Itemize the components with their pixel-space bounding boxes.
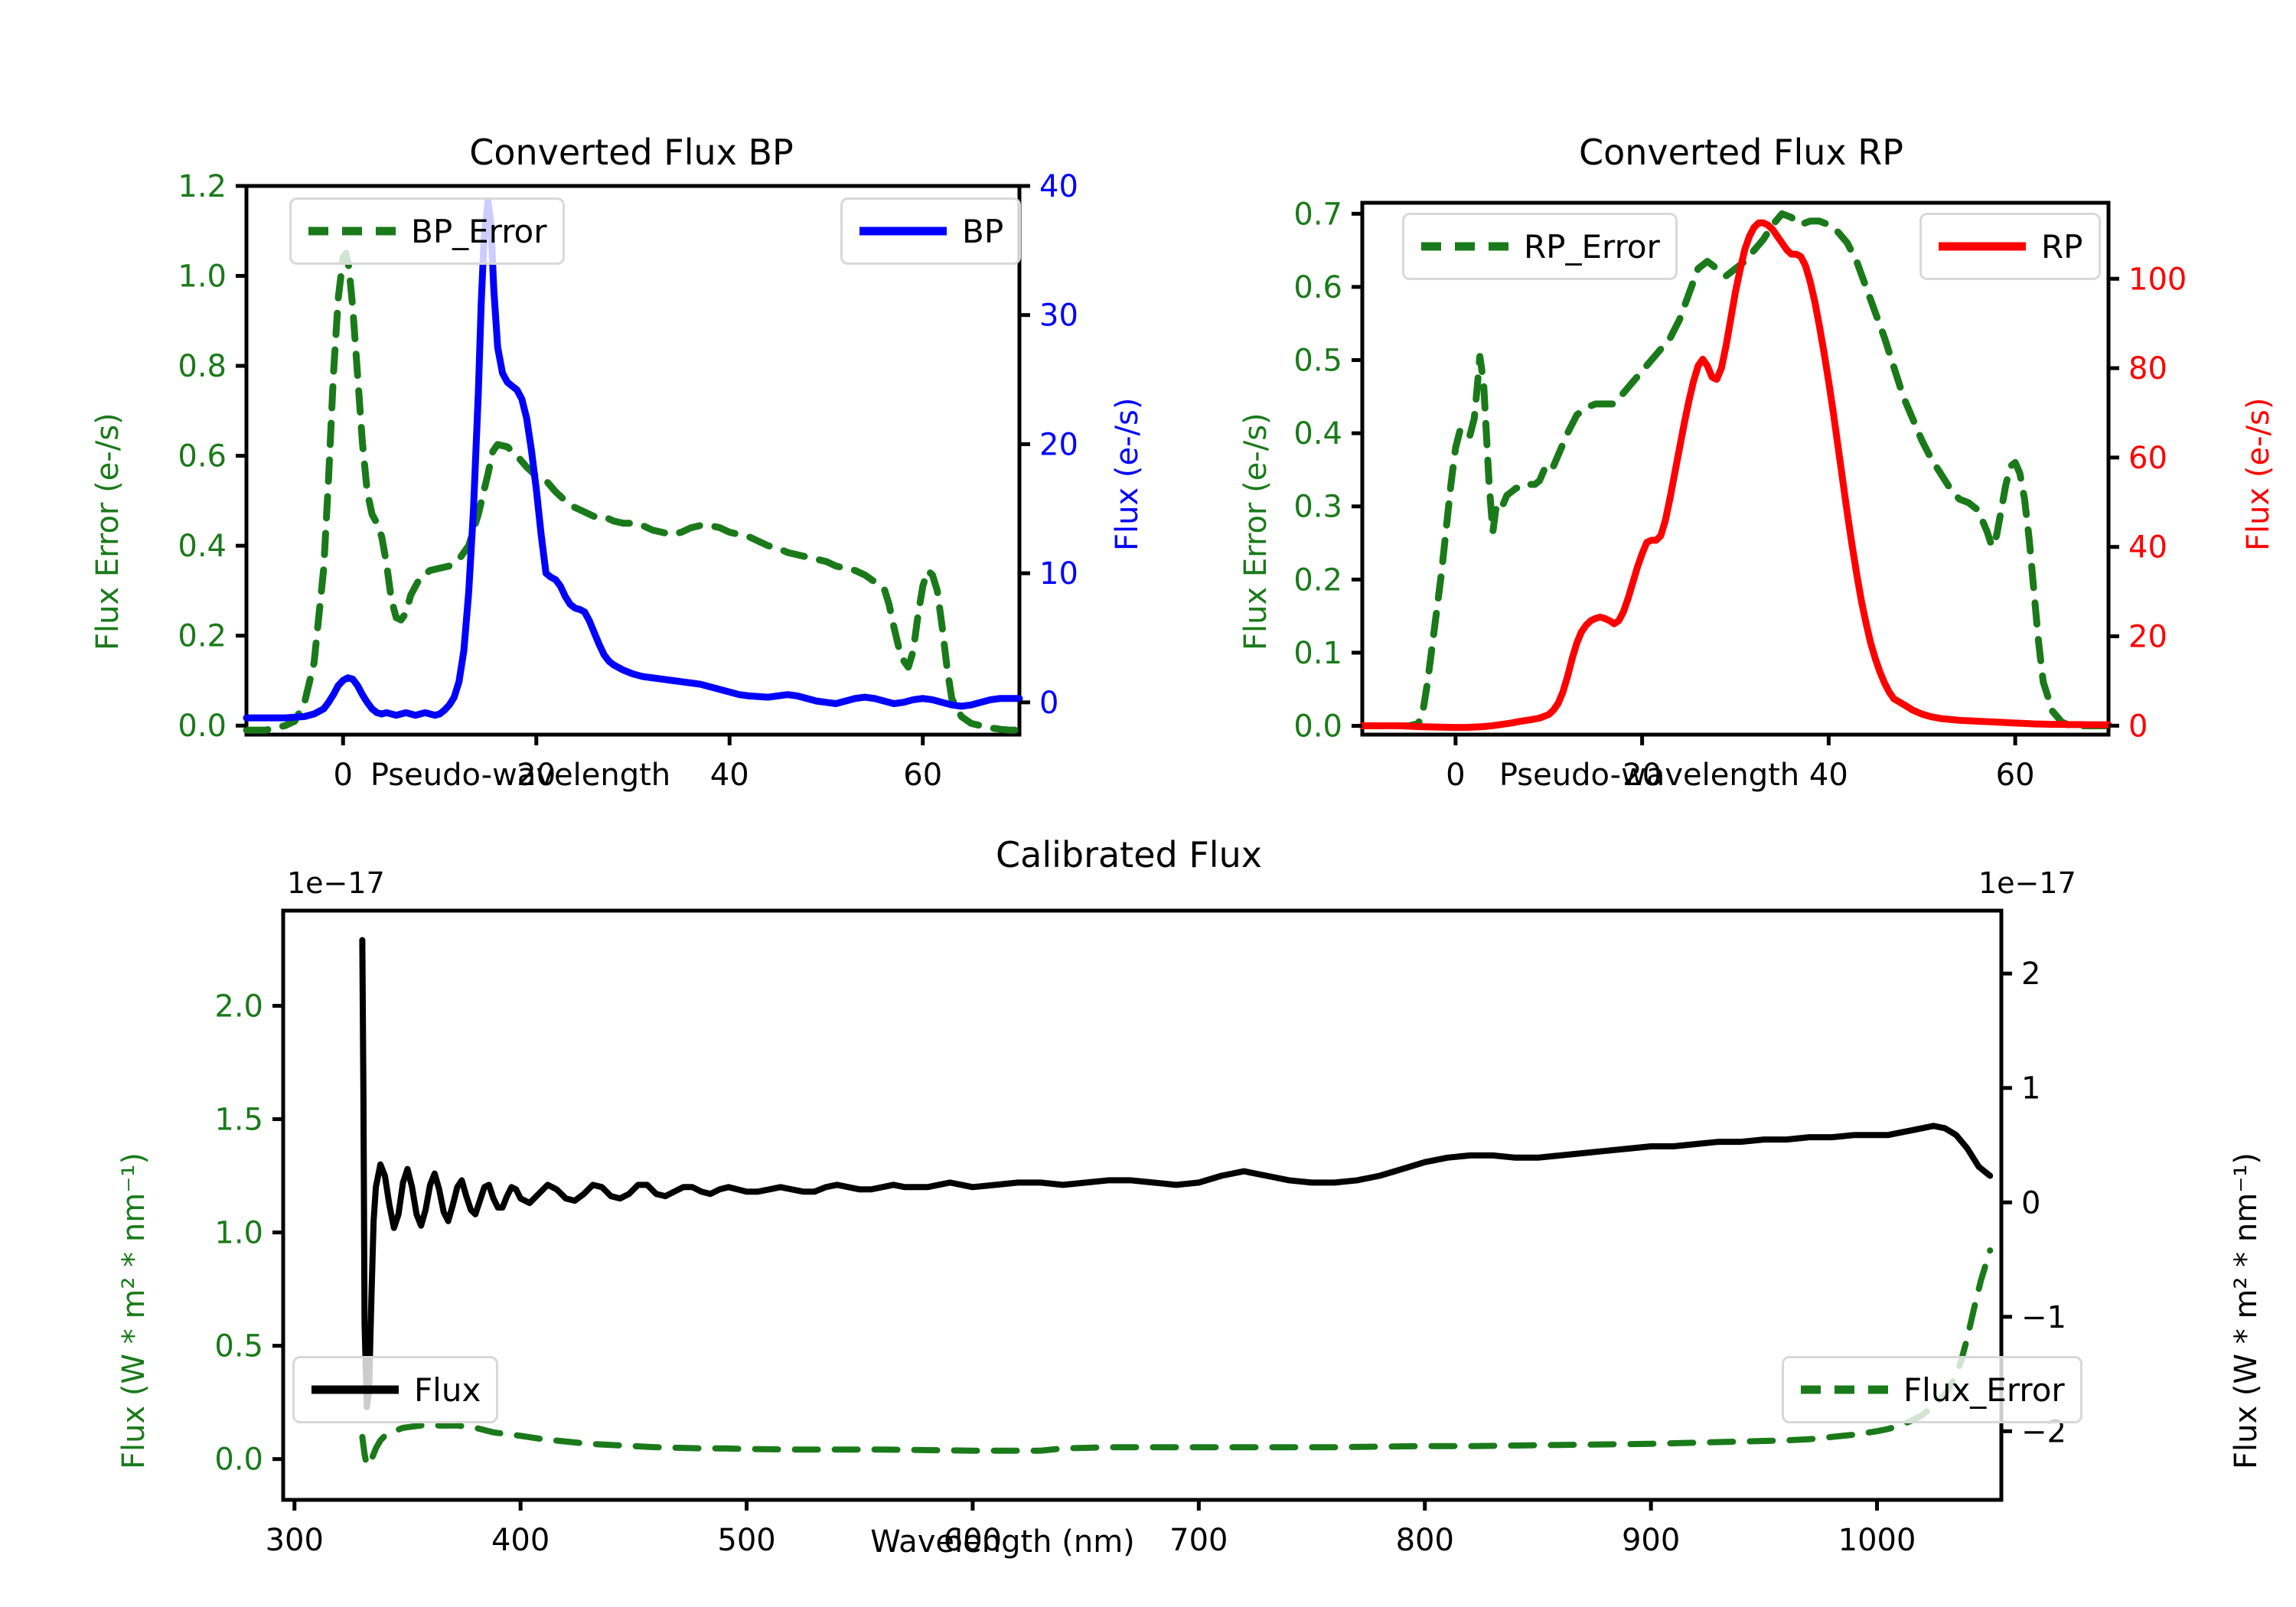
calibrated-ytick-left: 0.0 (214, 1442, 263, 1478)
bp-ytick-right: 10 (1039, 556, 1078, 592)
bp-ytick-right: 0 (1039, 686, 1058, 721)
bp-xlabel: Pseudo-wavelength (370, 758, 671, 793)
rp-ytick-left: 0.6 (1293, 270, 1342, 305)
rp-ytick-right: 80 (2128, 351, 2167, 386)
rp-ytick-left: 0.0 (1293, 709, 1342, 745)
rp-xtick: 40 (1809, 758, 1848, 793)
bp-ytick-left: 0.0 (178, 709, 227, 744)
cal-legend-error-label: Flux_Error (1903, 1371, 2065, 1409)
rp-error-legend-swatch (1421, 242, 1508, 251)
rp-plot-svg: 0 20 40 60 0.0 0.1 0.2 0.3 0.4 0.5 0.6 0.7 0 20 40 60 80… (1293, 197, 2187, 793)
cal-error-legend-swatch (1801, 1385, 1888, 1394)
calibrated-xtick: 800 (1396, 1523, 1454, 1558)
rp-legend-label: RP (2041, 227, 2083, 266)
calibrated-series-flux (359, 937, 1994, 1410)
rp-series-rp_error (1358, 210, 2112, 730)
cal-legend-flux[interactable]: Flux (292, 1356, 499, 1423)
calibrated-ytick-right: 2 (2021, 957, 2040, 992)
bp-xtick: 0 (334, 758, 353, 793)
bp-xtick: 20 (517, 758, 556, 793)
rp-ytick-right: 100 (2128, 262, 2187, 297)
cal-ylabel-left: Flux (W * m² * nm⁻¹) (116, 1152, 152, 1469)
bp-legend-swatch (859, 227, 947, 236)
bp-ytick-left: 0.2 (178, 619, 227, 654)
calibrated-xtick: 600 (944, 1523, 1002, 1558)
rp-ylabel-right: Flux (e-/s) (2241, 397, 2276, 551)
calibrated-xtick: 700 (1169, 1523, 1228, 1558)
cal-legend-label: Flux (414, 1371, 481, 1409)
rp-ytick-left: 0.7 (1293, 197, 1342, 232)
rp-ytick-right: 0 (2128, 709, 2148, 744)
bp-error-legend-swatch (308, 227, 396, 236)
calibrated-ytick-left: 0.5 (214, 1329, 263, 1364)
cal-legend-swatch (311, 1385, 399, 1394)
cal-offset-right: 1e−17 (1978, 866, 2076, 900)
calibrated-ytick-right: 1 (2021, 1071, 2040, 1107)
bp-ytick-left: 1.2 (178, 169, 227, 204)
rp-xtick: 0 (1446, 758, 1465, 793)
calibrated-ytick-left: 1.5 (214, 1102, 263, 1137)
calibrated-xtick: 1000 (1838, 1523, 1916, 1558)
bp-title: Converted Flux BP (469, 132, 794, 173)
rp-xlabel: Pseudo-wavelength (1499, 758, 1800, 793)
bp-ytick-right: 20 (1039, 427, 1078, 462)
cal-ylabel-right: Flux (W * m² * nm⁻¹) (2229, 1152, 2264, 1469)
cal-legend-error[interactable]: Flux_Error (1782, 1356, 2082, 1423)
bp-legend-flux[interactable]: BP (840, 197, 1022, 265)
bp-plot-svg: 0 20 40 60 0.0 0.2 0.4 0.6 0.8 1.0 1.2 0 10 20 30 40 (178, 169, 1078, 793)
rp-title: Converted Flux RP (1579, 132, 1903, 173)
rp-ytick-left: 0.3 (1293, 490, 1342, 525)
bp-legend-error[interactable]: BP_Error (289, 197, 565, 265)
rp-legend-flux[interactable]: RP (1919, 213, 2101, 280)
rp-ytick-left: 0.5 (1293, 344, 1342, 379)
calibrated-xtick: 300 (266, 1523, 324, 1558)
cal-xlabel: Wavelength (nm) (870, 1524, 1135, 1560)
bp-ylabel-left: Flux Error (e-/s) (90, 412, 126, 650)
rp-ylabel-left: Flux Error (e-/s) (1238, 412, 1274, 650)
bp-ytick-left: 1.0 (178, 259, 227, 295)
rp-ytick-left: 0.2 (1293, 562, 1342, 598)
bp-xtick: 40 (710, 758, 749, 793)
rp-series-rp (1358, 219, 2112, 732)
rp-xtick: 20 (1623, 758, 1662, 793)
cal-title: Calibrated Flux (996, 834, 1262, 875)
calibrated-ytick-left: 2.0 (214, 989, 263, 1024)
rp-legend-error-label: RP_Error (1524, 227, 1660, 266)
rp-ytick-left: 0.4 (1293, 416, 1342, 451)
calibrated-ytick-left: 1.0 (214, 1216, 263, 1251)
calibrated-ytick-right: 0 (2021, 1185, 2040, 1221)
bp-ytick-left: 0.8 (178, 349, 227, 384)
bp-ylabel-right: Flux (e-/s) (1110, 397, 1145, 551)
bp-series-bp (243, 197, 1023, 722)
cal-offset-left: 1e−17 (287, 866, 385, 900)
panel-calibrated-flux: Calibrated Flux 1e−17 1e−17 300 400 500 600… (0, 826, 2296, 1607)
calibrated-ytick-right: −1 (2021, 1300, 2066, 1335)
rp-ytick-right: 40 (2128, 530, 2167, 566)
calibrated-xtick: 900 (1622, 1523, 1680, 1558)
cal-plot-svg: 300 400 500 600 700 800 900 1000 0.0 0.5 1.0 1.5 2.0… (214, 908, 2066, 1558)
bp-ytick-right: 30 (1039, 298, 1078, 334)
bp-legend-error-label: BP_Error (411, 212, 547, 250)
calibrated-xtick: 400 (491, 1523, 550, 1558)
bp-ytick-left: 0.6 (178, 439, 227, 474)
bp-xtick: 60 (903, 758, 942, 793)
bp-series-bp_error (243, 249, 1023, 734)
bp-legend-label: BP (962, 212, 1004, 250)
panel-converted-flux-bp: Converted Flux BP 0 20 40 60 0.0 0.2 0.4 0.6 0.8… (0, 115, 1148, 826)
calibrated-xtick: 500 (717, 1523, 775, 1558)
rp-ytick-left: 0.1 (1293, 636, 1342, 671)
panel-converted-flux-rp: Converted Flux RP 0 20 40 60 0.0 0.1 0.2 0.3 0.4… (1148, 115, 2296, 826)
bp-ytick-right: 40 (1039, 169, 1078, 204)
rp-ytick-right: 20 (2128, 620, 2167, 655)
rp-legend-swatch (1939, 242, 2026, 251)
rp-legend-error[interactable]: RP_Error (1402, 213, 1678, 280)
bp-ytick-left: 0.4 (178, 529, 227, 564)
rp-ytick-right: 60 (2128, 441, 2167, 476)
calibrated-series-flux_error (359, 1247, 1994, 1469)
rp-xtick: 60 (1996, 758, 2035, 793)
